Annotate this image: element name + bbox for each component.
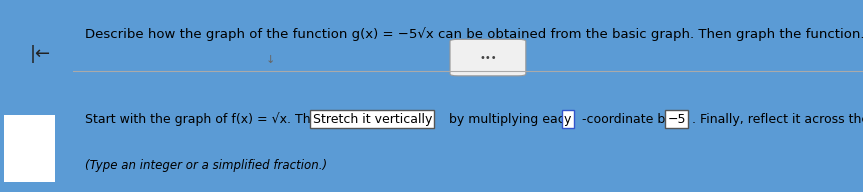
Text: |←: |← — [30, 45, 51, 63]
FancyBboxPatch shape — [450, 39, 526, 76]
Text: Describe how the graph of the function g(x) = −5√x can be obtained from the basi: Describe how the graph of the function g… — [85, 28, 863, 41]
Text: (Type an integer or a simplified fraction.): (Type an integer or a simplified fractio… — [85, 159, 327, 172]
Text: −5: −5 — [668, 113, 686, 126]
Text: by multiplying each: by multiplying each — [444, 113, 576, 126]
Text: •••: ••• — [479, 53, 497, 63]
Text: ↓: ↓ — [266, 55, 275, 65]
FancyBboxPatch shape — [3, 115, 55, 182]
Text: -coordinate by: -coordinate by — [583, 113, 677, 126]
Text: y: y — [564, 113, 571, 126]
Text: . Finally, reflect it across the: . Finally, reflect it across the — [691, 113, 863, 126]
Text: Stretch it vertically: Stretch it vertically — [312, 113, 432, 126]
Text: Start with the graph of f(x) = √x. Then: Start with the graph of f(x) = √x. Then — [85, 112, 331, 126]
